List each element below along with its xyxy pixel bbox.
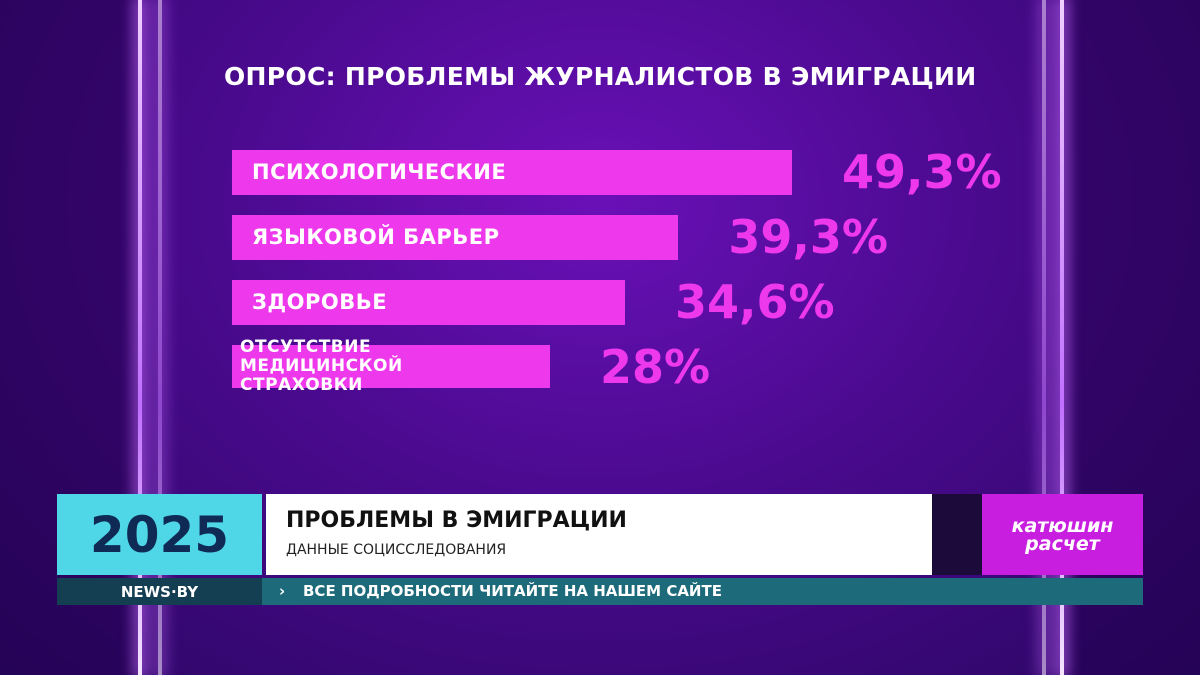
ticker: NEWS·BY › ВСЕ ПОДРОБНОСТИ ЧИТАЙТЕ НА НАШ… <box>57 578 1143 605</box>
category-label: ОТСУТСТВИЕ МЕДИЦИНСКОЙ СТРАХОВКИ <box>240 337 403 395</box>
bar: ЯЗЫКОВОЙ БАРЬЕР <box>232 215 679 260</box>
year-badge: 2025 <box>57 494 262 575</box>
value-label: 34,6% <box>675 275 835 329</box>
headline: ПРОБЛЕМЫ В ЭМИГРАЦИИ <box>286 508 627 533</box>
show-logo: катюшин расчет <box>982 494 1143 575</box>
neon-line <box>1060 0 1064 675</box>
category-label: ПСИХОЛОГИЧЕСКИЕ <box>252 160 507 184</box>
neon-line <box>158 0 162 675</box>
neon-line <box>1042 0 1046 675</box>
ticker-text: ВСЕ ПОДРОБНОСТИ ЧИТАЙТЕ НА НАШЕМ САЙТЕ <box>303 582 722 600</box>
logo-line: катюшин <box>1011 514 1114 537</box>
chart-title: ОПРОС: ПРОБЛЕМЫ ЖУРНАЛИСТОВ В ЭМИГРАЦИИ <box>224 62 977 91</box>
value-label: 39,3% <box>728 210 888 264</box>
category-label: ЗДОРОВЬЕ <box>252 290 388 314</box>
bar: ОТСУТСТВИЕ МЕДИЦИНСКОЙ СТРАХОВКИ <box>232 338 551 395</box>
headline-box: ПРОБЛЕМЫ В ЭМИГРАЦИИ ДАННЫЕ СОЦИССЛЕДОВА… <box>266 494 932 575</box>
value-label: 49,3% <box>842 145 1002 199</box>
bar: ЗДОРОВЬЕ <box>232 280 626 325</box>
logo-line: расчет <box>1025 532 1100 555</box>
chevron-icon: › <box>279 582 286 600</box>
value-label: 28% <box>600 340 711 394</box>
subheadline: ДАННЫЕ СОЦИССЛЕДОВАНИЯ <box>286 542 507 558</box>
category-label: ЯЗЫКОВОЙ БАРЬЕР <box>252 225 500 249</box>
brand: NEWS·BY <box>57 578 262 605</box>
bar: ПСИХОЛОГИЧЕСКИЕ <box>232 150 792 195</box>
neon-line <box>138 0 142 675</box>
